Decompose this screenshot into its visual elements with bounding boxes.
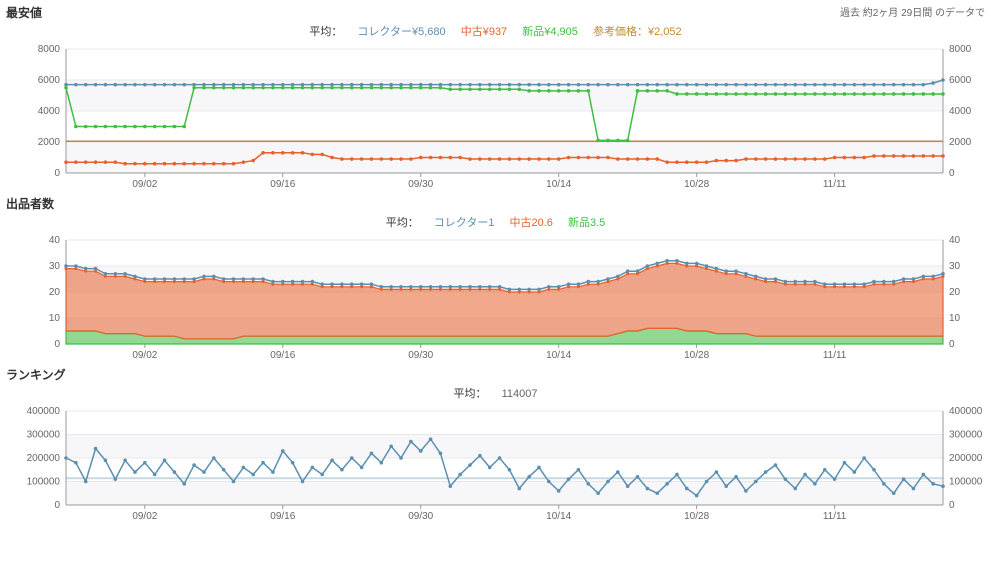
- panel1-legend: 平均： コレクター¥5,680 中古¥937 新品¥4,905 参考価格：¥2,…: [4, 23, 987, 39]
- svg-text:10/14: 10/14: [546, 511, 571, 522]
- svg-text:300000: 300000: [949, 430, 983, 441]
- svg-text:09/02: 09/02: [132, 350, 157, 361]
- lowest-price-chart: 0 0 2000 2000 4000 4000 6000 6000 8000 8000 09/02 0…: [4, 41, 991, 191]
- legend2-new: 新品3.5: [568, 217, 605, 229]
- svg-text:09/16: 09/16: [270, 179, 295, 190]
- svg-text:4000: 4000: [949, 106, 972, 117]
- svg-text:40: 40: [49, 235, 61, 246]
- svg-text:2000: 2000: [38, 137, 61, 148]
- legend-collector: コレクター¥5,680: [357, 26, 445, 38]
- svg-text:30: 30: [949, 261, 961, 272]
- svg-text:200000: 200000: [949, 453, 983, 464]
- svg-text:0: 0: [54, 339, 60, 350]
- svg-text:0: 0: [949, 339, 955, 350]
- svg-text:30: 30: [49, 261, 61, 272]
- svg-text:100000: 100000: [949, 477, 983, 488]
- panel3-title: ランキング: [6, 366, 987, 383]
- svg-text:10/28: 10/28: [684, 179, 709, 190]
- legend-used: 中古¥937: [461, 26, 507, 38]
- svg-text:0: 0: [949, 168, 955, 179]
- svg-text:400000: 400000: [27, 406, 61, 417]
- svg-text:6000: 6000: [38, 75, 61, 86]
- panel2-title: 出品者数: [6, 195, 987, 212]
- svg-text:10/28: 10/28: [684, 350, 709, 361]
- svg-text:09/16: 09/16: [270, 350, 295, 361]
- panel2-legend: 平均： コレクター1 中古20.6 新品3.5: [4, 214, 987, 230]
- panel3-legend: 平均： 114007: [4, 385, 987, 401]
- svg-text:11/11: 11/11: [823, 179, 847, 190]
- svg-text:4000: 4000: [38, 106, 61, 117]
- svg-text:40: 40: [949, 235, 961, 246]
- svg-text:10: 10: [49, 313, 61, 324]
- svg-text:09/02: 09/02: [132, 179, 157, 190]
- legend3-avg: 114007: [502, 388, 538, 400]
- svg-text:0: 0: [949, 500, 955, 511]
- legend2-used: 中古20.6: [510, 217, 553, 229]
- svg-text:2000: 2000: [949, 137, 972, 148]
- legend2-collector: コレクター1: [434, 217, 495, 229]
- svg-text:09/16: 09/16: [270, 511, 295, 522]
- svg-text:6000: 6000: [949, 75, 972, 86]
- date-range-note: 過去 約2ヶ月 29日間 のデータで: [840, 4, 985, 19]
- legend-avg-label3: 平均：: [454, 388, 487, 400]
- svg-text:10/14: 10/14: [546, 350, 571, 361]
- legend-new: 新品¥4,905: [522, 26, 578, 38]
- svg-text:8000: 8000: [38, 44, 61, 55]
- svg-text:0: 0: [54, 500, 60, 511]
- svg-text:09/02: 09/02: [132, 511, 157, 522]
- svg-text:200000: 200000: [27, 453, 61, 464]
- seller-count-chart: 0 0 10 10 20 20 30 30 40 40 09/02 09/16 09/30 10/14 10…: [4, 232, 991, 362]
- svg-text:100000: 100000: [27, 477, 61, 488]
- svg-text:10: 10: [949, 313, 961, 324]
- svg-text:0: 0: [54, 168, 60, 179]
- legend-avg-label2: 平均：: [386, 217, 419, 229]
- ranking-chart: 0 0 100000 100000 200000 200000 300000 300000 40…: [4, 403, 991, 523]
- svg-text:400000: 400000: [949, 406, 983, 417]
- svg-text:11/11: 11/11: [823, 350, 847, 361]
- svg-text:09/30: 09/30: [408, 179, 433, 190]
- svg-text:20: 20: [49, 287, 61, 298]
- svg-text:8000: 8000: [949, 44, 972, 55]
- svg-text:20: 20: [949, 287, 961, 298]
- legend-avg-label: 平均：: [309, 26, 342, 38]
- svg-text:11/11: 11/11: [823, 511, 847, 522]
- svg-text:10/28: 10/28: [684, 511, 709, 522]
- svg-text:09/30: 09/30: [408, 511, 433, 522]
- svg-text:09/30: 09/30: [408, 350, 433, 361]
- svg-text:300000: 300000: [27, 430, 61, 441]
- svg-text:10/14: 10/14: [546, 179, 571, 190]
- legend-ref: 参考価格：¥2,052: [593, 26, 682, 38]
